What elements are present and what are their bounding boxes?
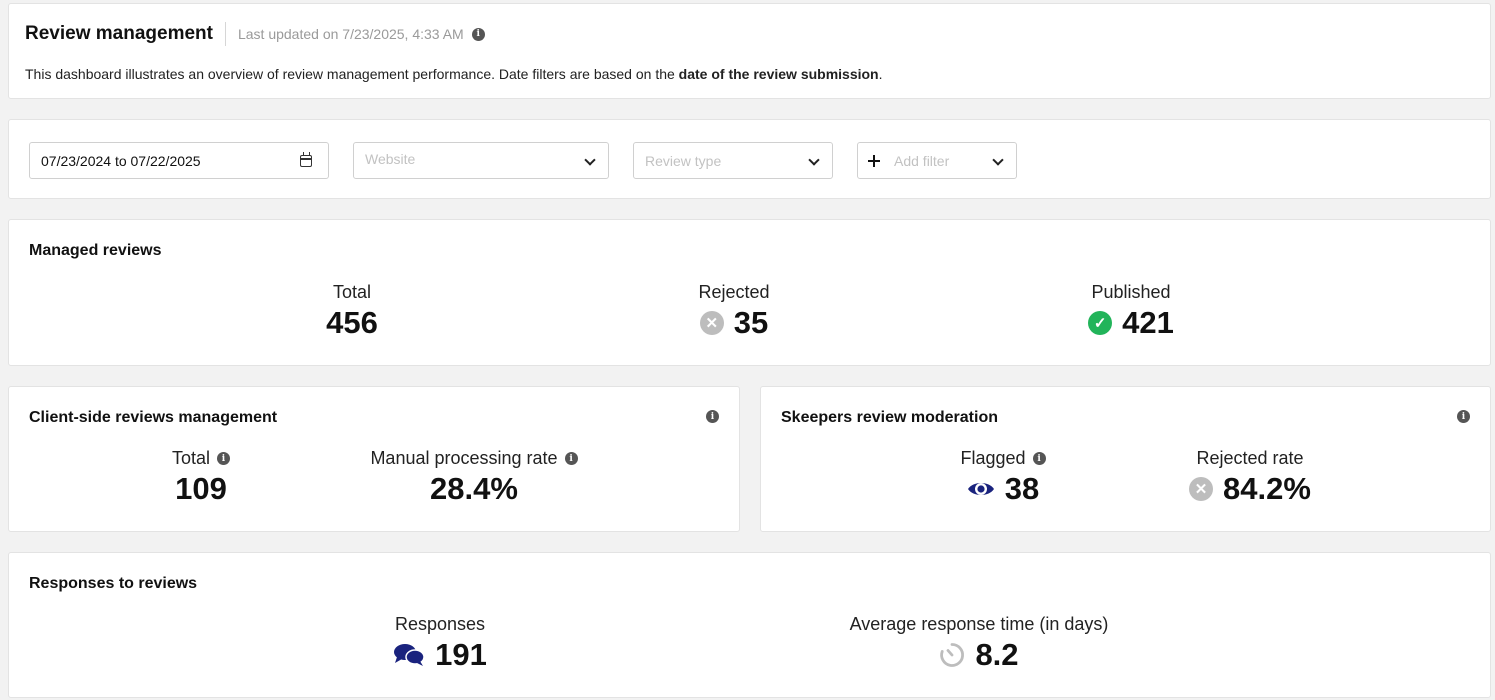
dashboard-description: This dashboard illustrates an overview o…	[25, 66, 883, 82]
info-icon[interactable]: i	[1032, 452, 1046, 465]
metric-value: ✕ 35	[634, 305, 834, 341]
section-title: Skeepers review moderation	[781, 409, 998, 426]
metric-value: ✕ 84.2%	[1150, 471, 1350, 507]
metric-value: 38	[903, 471, 1103, 507]
title-row: Review management Last updated on 7/23/2…	[25, 22, 485, 46]
responses-value: 191	[435, 637, 487, 672]
client-total-metric: Total i 109	[101, 448, 301, 507]
metric-value: ✓ 421	[1031, 305, 1231, 341]
rejected-value: 35	[733, 305, 769, 340]
metric-label: Responses	[394, 614, 486, 634]
filters-card: 07/23/2024 to 07/22/2025 Website Review …	[8, 119, 1491, 199]
metric-label: Total i	[101, 448, 301, 469]
section-title: Responses to reviews	[29, 575, 198, 592]
metric-value: 109	[101, 471, 301, 507]
avg-response-time-metric: Average response time (in days) 8.2	[829, 614, 1129, 673]
responses-metric: Responses 191	[340, 614, 540, 673]
manual-rate-metric: Manual processing rate i 28.4%	[349, 448, 599, 507]
date-range-filter[interactable]: 07/23/2024 to 07/22/2025	[29, 142, 329, 179]
timer-icon	[940, 643, 965, 667]
add-filter-button[interactable]: Add filter	[857, 142, 1017, 179]
chat-bubbles-icon	[394, 644, 425, 666]
client-side-card: Client-side reviews management i Total i…	[8, 386, 740, 532]
description-text: This dashboard illustrates an overview o…	[25, 66, 679, 82]
chevron-down-icon	[584, 154, 596, 166]
metric-value: 456	[252, 305, 452, 341]
last-updated-text: Last updated on 7/23/2025, 4:33 AM	[237, 26, 464, 42]
total-metric: Total 456	[252, 282, 452, 341]
website-placeholder: Website	[365, 151, 416, 167]
description-suffix: .	[878, 66, 883, 82]
published-metric: Published ✓ 421	[1031, 282, 1231, 341]
metric-label: Total	[332, 282, 372, 302]
chevron-down-icon	[808, 154, 820, 166]
metric-label: Rejected	[698, 282, 770, 302]
review-type-filter[interactable]: Review type	[633, 142, 833, 179]
website-filter[interactable]: Website	[353, 142, 609, 179]
plus-icon	[868, 154, 880, 167]
published-value: 421	[1122, 305, 1174, 340]
total-value: 456	[326, 305, 378, 340]
metric-label: Rejected rate	[1196, 448, 1304, 468]
rejected-rate-metric: Rejected rate ✕ 84.2%	[1150, 448, 1350, 507]
metric-value: 28.4%	[349, 471, 599, 507]
rejected-rate-value: 84.2%	[1223, 471, 1311, 506]
metric-label: Average response time (in days)	[849, 614, 1109, 634]
metric-label-text: Manual processing rate	[370, 448, 558, 468]
header-card: Review management Last updated on 7/23/2…	[8, 3, 1491, 99]
metric-label-text: Total	[171, 448, 211, 468]
chevron-down-icon	[992, 154, 1004, 166]
x-circle-icon: ✕	[1189, 477, 1214, 501]
section-title: Client-side reviews management	[29, 409, 278, 426]
info-icon[interactable]: i	[217, 452, 231, 465]
page-title: Review management	[25, 23, 213, 44]
client-total-value: 109	[175, 471, 227, 506]
manual-rate-value: 28.4%	[430, 471, 518, 506]
rejected-metric: Rejected ✕ 35	[634, 282, 834, 341]
metric-label-text: Flagged	[960, 448, 1026, 468]
check-circle-icon: ✓	[1088, 311, 1113, 335]
title-divider	[224, 22, 226, 46]
avg-time-value: 8.2	[975, 637, 1019, 672]
info-icon[interactable]: i	[564, 452, 578, 465]
skeepers-moderation-card: Skeepers review moderation i Flagged i 3…	[760, 386, 1491, 532]
flagged-metric: Flagged i 38	[903, 448, 1103, 507]
flagged-value: 38	[1004, 471, 1040, 506]
metric-label: Manual processing rate i	[349, 448, 599, 469]
review-type-placeholder: Review type	[645, 152, 722, 169]
calendar-icon[interactable]	[300, 152, 312, 167]
info-icon[interactable]: i	[1457, 410, 1470, 423]
metric-label: Flagged i	[903, 448, 1103, 469]
x-circle-icon: ✕	[699, 311, 724, 335]
date-range-value: 07/23/2024 to 07/22/2025	[41, 152, 201, 169]
metric-value: 191	[340, 637, 540, 673]
info-icon[interactable]: i	[471, 27, 485, 41]
metric-label: Published	[1091, 282, 1171, 302]
eye-icon	[967, 483, 994, 495]
metric-value: 8.2	[829, 637, 1129, 673]
add-filter-label: Add filter	[894, 152, 950, 169]
managed-reviews-card: Managed reviews Total 456 Rejected ✕ 35 …	[8, 219, 1491, 366]
info-icon[interactable]: i	[706, 410, 719, 423]
description-bold-text: date of the review submission	[678, 66, 879, 82]
section-title: Managed reviews	[29, 242, 162, 259]
responses-card: Responses to reviews Responses 191 Avera…	[8, 552, 1491, 698]
